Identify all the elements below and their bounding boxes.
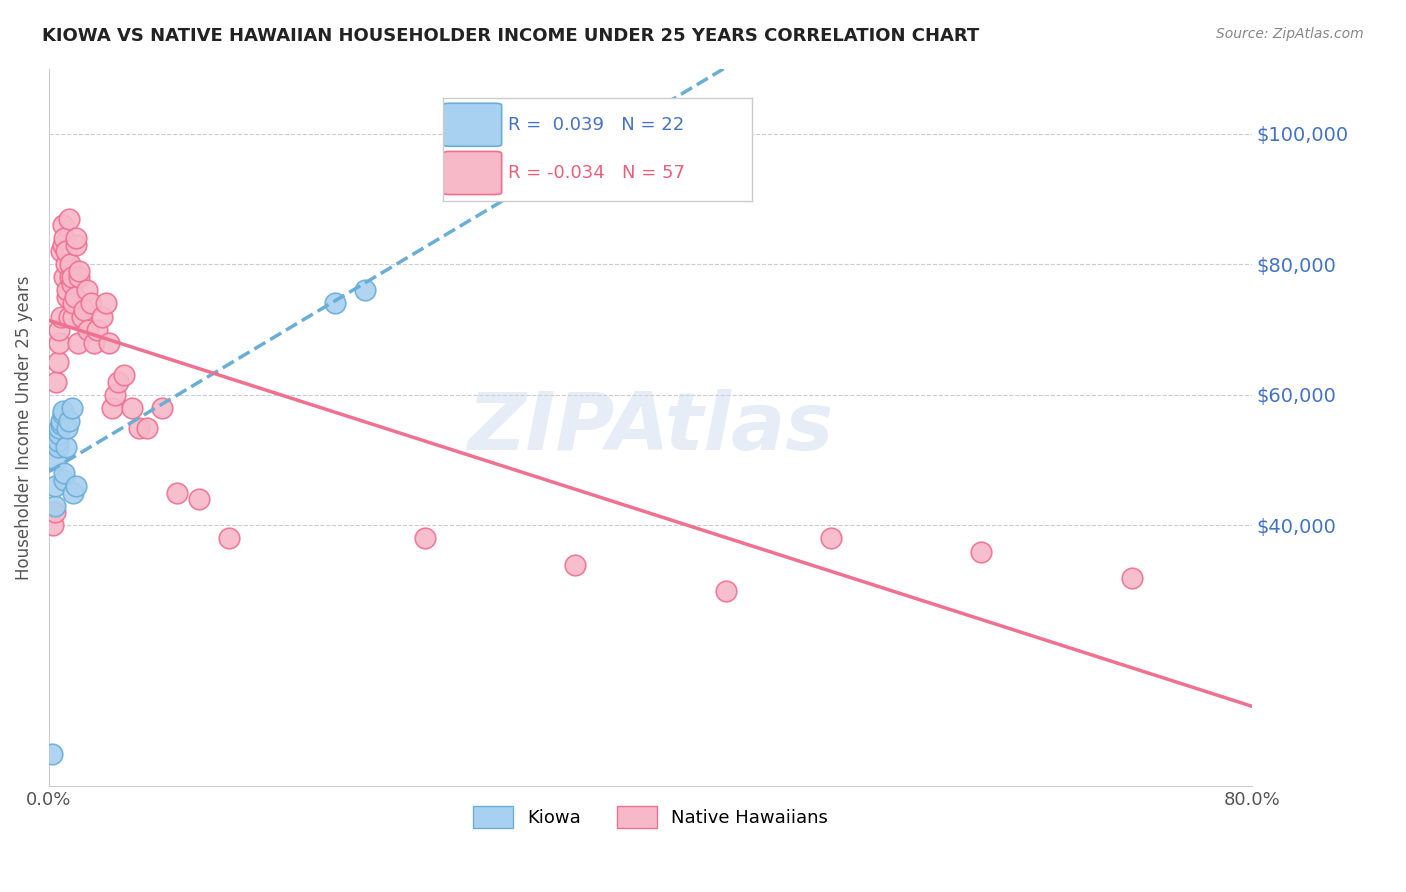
Point bbox=[112, 368, 135, 383]
Point bbox=[83, 335, 105, 350]
FancyBboxPatch shape bbox=[443, 103, 502, 146]
Point bbox=[58, 414, 80, 428]
Point bbox=[820, 532, 842, 546]
Point bbox=[413, 532, 436, 546]
Point bbox=[44, 499, 66, 513]
Point bbox=[42, 518, 65, 533]
Point bbox=[67, 264, 90, 278]
FancyBboxPatch shape bbox=[443, 152, 502, 194]
Point bbox=[970, 544, 993, 558]
Point bbox=[48, 323, 70, 337]
Point bbox=[60, 270, 83, 285]
Text: ZIPAtlas: ZIPAtlas bbox=[467, 389, 834, 467]
Text: Source: ZipAtlas.com: Source: ZipAtlas.com bbox=[1216, 27, 1364, 41]
Point bbox=[46, 440, 69, 454]
Point bbox=[104, 388, 127, 402]
Point bbox=[58, 211, 80, 226]
Point bbox=[51, 404, 73, 418]
Point bbox=[55, 257, 77, 271]
Point bbox=[48, 335, 70, 350]
Point bbox=[65, 231, 87, 245]
Point bbox=[80, 296, 103, 310]
Point bbox=[51, 237, 73, 252]
Point bbox=[101, 401, 124, 415]
Point bbox=[45, 453, 67, 467]
Point bbox=[98, 335, 121, 350]
Text: R =  0.039   N = 22: R = 0.039 N = 22 bbox=[508, 116, 685, 134]
Point bbox=[44, 505, 66, 519]
Text: KIOWA VS NATIVE HAWAIIAN HOUSEHOLDER INCOME UNDER 25 YEARS CORRELATION CHART: KIOWA VS NATIVE HAWAIIAN HOUSEHOLDER INC… bbox=[42, 27, 980, 45]
Point bbox=[56, 290, 79, 304]
Point bbox=[121, 401, 143, 415]
Point bbox=[218, 532, 240, 546]
Point bbox=[44, 479, 66, 493]
Point bbox=[53, 231, 76, 245]
Point bbox=[86, 323, 108, 337]
Point bbox=[48, 427, 70, 442]
Point bbox=[107, 375, 129, 389]
Point bbox=[76, 284, 98, 298]
Point bbox=[90, 310, 112, 324]
Point bbox=[56, 420, 79, 434]
Point bbox=[62, 485, 84, 500]
Point bbox=[188, 492, 211, 507]
Point bbox=[60, 401, 83, 415]
Point bbox=[53, 466, 76, 480]
Point bbox=[70, 310, 93, 324]
Point bbox=[62, 310, 84, 324]
Point bbox=[150, 401, 173, 415]
Point bbox=[45, 375, 67, 389]
Point bbox=[55, 440, 77, 454]
Point bbox=[53, 270, 76, 285]
Point bbox=[77, 323, 100, 337]
Point bbox=[49, 244, 72, 259]
Point bbox=[53, 473, 76, 487]
Point bbox=[46, 355, 69, 369]
Point bbox=[49, 414, 72, 428]
Point bbox=[1121, 571, 1143, 585]
Point bbox=[58, 310, 80, 324]
Legend: Kiowa, Native Hawaiians: Kiowa, Native Hawaiians bbox=[465, 798, 835, 835]
Point bbox=[63, 290, 86, 304]
Point bbox=[46, 434, 69, 448]
Point bbox=[323, 296, 346, 310]
Point bbox=[67, 270, 90, 285]
Point bbox=[49, 310, 72, 324]
Point bbox=[51, 408, 73, 422]
Point bbox=[62, 296, 84, 310]
Point bbox=[56, 284, 79, 298]
Point bbox=[166, 485, 188, 500]
Point bbox=[94, 296, 117, 310]
Point bbox=[55, 244, 77, 259]
Point bbox=[72, 303, 94, 318]
Point bbox=[65, 237, 87, 252]
Point bbox=[48, 420, 70, 434]
Point bbox=[714, 583, 737, 598]
Point bbox=[60, 277, 83, 291]
Point bbox=[66, 335, 89, 350]
Point bbox=[65, 479, 87, 493]
Point bbox=[51, 218, 73, 232]
Point bbox=[564, 558, 586, 572]
Point bbox=[135, 420, 157, 434]
Point bbox=[59, 257, 82, 271]
Point bbox=[353, 284, 375, 298]
Point bbox=[49, 417, 72, 432]
Point bbox=[128, 420, 150, 434]
Y-axis label: Householder Income Under 25 years: Householder Income Under 25 years bbox=[15, 276, 32, 580]
Text: R = -0.034   N = 57: R = -0.034 N = 57 bbox=[508, 164, 685, 182]
Point bbox=[59, 270, 82, 285]
Point bbox=[41, 747, 63, 761]
